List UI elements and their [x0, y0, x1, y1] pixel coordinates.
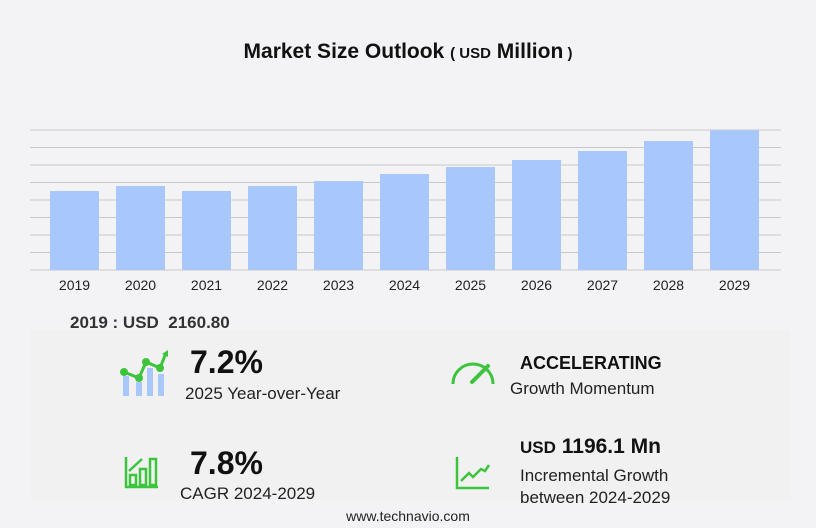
bar-2025: [446, 167, 495, 270]
growth-chart-icon: [120, 350, 168, 396]
x-tick-label: 2020: [125, 277, 156, 293]
bar-2023: [314, 181, 363, 270]
bar-chart: 2019 2020 2021 2022 2023 2024 2025 2026 2027 2028…: [30, 129, 781, 293]
chart-title: Market Size Outlook ( USD Million ): [0, 40, 816, 64]
yoy-value: 7.2%: [190, 344, 263, 380]
x-tick-label: 2022: [257, 277, 288, 293]
cagr-label: CAGR 2024-2029: [180, 484, 316, 503]
x-tick-label: 2029: [719, 277, 750, 293]
bar-chart-up-icon: [124, 457, 158, 489]
cagr-value: 7.8%: [190, 445, 263, 481]
x-tick-label: 2025: [455, 277, 486, 293]
yoy-label: 2025 Year-over-Year: [185, 384, 341, 403]
bar-2029: [710, 130, 759, 270]
x-tick-label: 2023: [323, 277, 354, 293]
momentum-value: ACCELERATING: [520, 353, 662, 373]
paren-open: (: [450, 45, 460, 62]
title-main: Market Size Outlook: [243, 40, 445, 63]
x-tick-label: 2024: [389, 277, 420, 293]
incremental-label-1: Incremental Growth: [520, 466, 669, 485]
x-tick-label: 2021: [191, 277, 222, 293]
incremental-value: USD 1196.1 Mn: [520, 435, 661, 459]
speedometer-icon: [451, 362, 495, 385]
title-unit: USD: [459, 45, 491, 62]
bar-2028: [644, 141, 693, 270]
bar-2024: [380, 174, 429, 270]
x-tick-label: 2019: [59, 277, 90, 293]
base-year-label: 2019 : USD 2160.80: [70, 313, 230, 332]
bar-2022: [248, 186, 297, 270]
trend-line-icon: [455, 457, 491, 490]
bar-2020: [116, 186, 165, 270]
incremental-label-2: between 2024-2029: [520, 488, 671, 507]
title-unit-word: Million: [496, 40, 564, 63]
x-tick-label: 2028: [653, 277, 684, 293]
x-tick-label: 2027: [587, 277, 618, 293]
momentum-label: Growth Momentum: [510, 379, 655, 398]
incremental-unit: USD: [520, 438, 556, 457]
paren-close: ): [563, 45, 573, 62]
bar-2026: [512, 160, 561, 270]
footer-url: www.technavio.com: [346, 508, 470, 524]
x-tick-label: 2026: [521, 277, 552, 293]
bar-2019: [50, 191, 99, 270]
bar-2027: [578, 151, 627, 270]
bar-2021: [182, 191, 231, 270]
incremental-amount: 1196.1 Mn: [561, 435, 661, 458]
